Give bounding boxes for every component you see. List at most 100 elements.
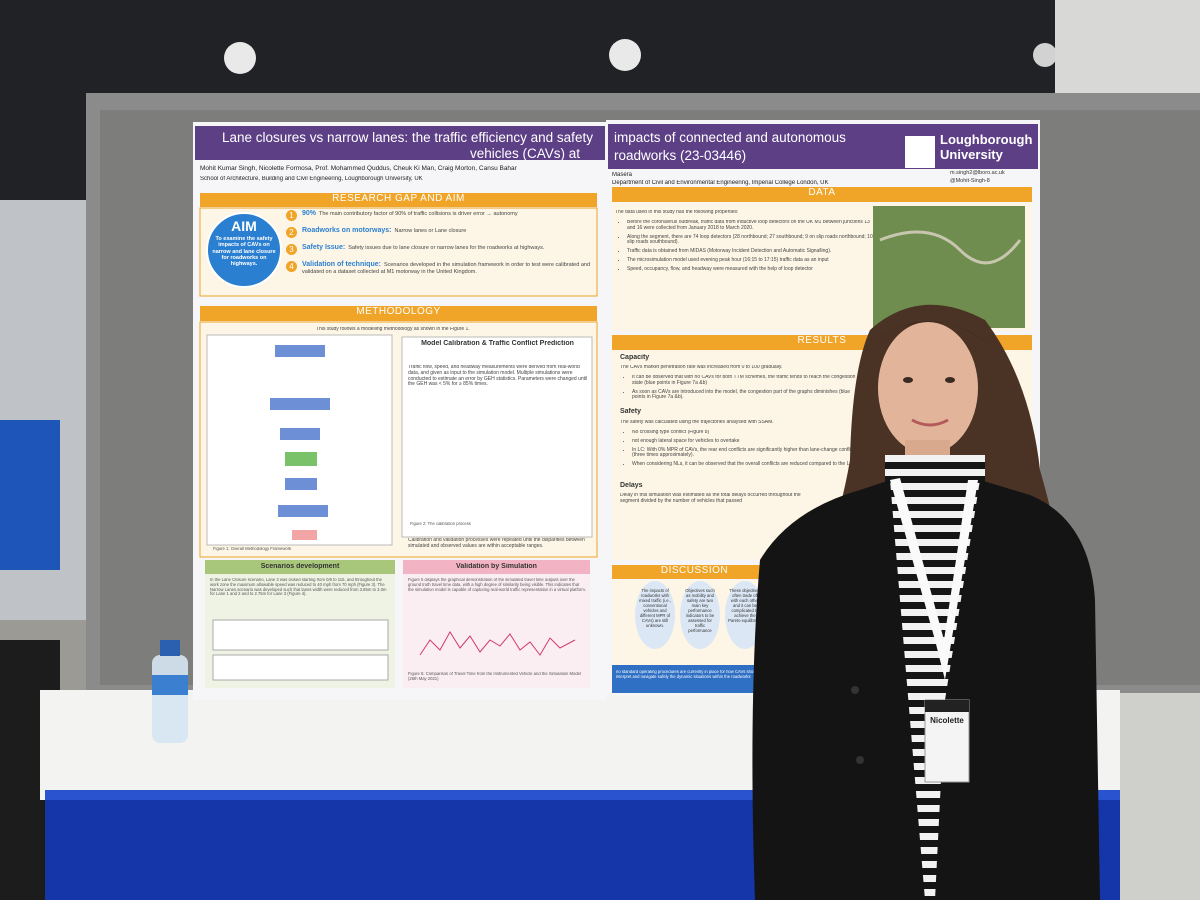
- face: [878, 322, 978, 454]
- item-body: Validation of technique: Scenarios develo…: [302, 261, 594, 275]
- item-number: 2: [286, 227, 297, 238]
- poster-title: impacts of connected and autonomous: [614, 130, 846, 145]
- item-text: Narrow lanes or Lane closure: [394, 228, 467, 234]
- sub-header: [205, 560, 395, 574]
- paragraph: Traffic flow, speed, and headway measure…: [408, 365, 588, 388]
- button: [851, 686, 859, 694]
- header-band: [195, 126, 605, 160]
- figure-caption: Figure 5: Comparison of Travel Time from…: [408, 672, 581, 681]
- item-body: 90% The main contributory factor of 90% o…: [302, 210, 518, 218]
- bullet: Traffic data is obtained from MIDAS (Mot…: [627, 248, 877, 255]
- affiliation: School of Architecture, Building and Civ…: [200, 176, 423, 182]
- discussion-text: Objectives such as mobility and safety a…: [685, 588, 715, 633]
- sub-header: [403, 560, 590, 574]
- mouth: [911, 418, 949, 427]
- gap-item: 2 Roadworks on motorways: Narrow lanes or …: [286, 227, 594, 238]
- safety-list: No crossing type conflict (Figure 8) not …: [623, 430, 862, 471]
- discussion-oval: [680, 581, 720, 649]
- bullet: Speed, occupancy, flow, and headway were…: [627, 266, 877, 273]
- university-crest: [905, 136, 935, 168]
- aim-title: AIM: [231, 218, 257, 234]
- paragraph: Figure 5 displays the graphical demonstr…: [408, 578, 586, 592]
- button: [856, 756, 864, 764]
- item-number: 1: [286, 210, 297, 221]
- item-body: Roadworks on motorways: Narrow lanes or L…: [302, 227, 466, 235]
- poster-title: roadworks (23-03446): [614, 148, 747, 163]
- ceiling-light: [609, 39, 641, 71]
- discussion-oval: [725, 581, 765, 649]
- eye: [945, 377, 955, 383]
- blazer-right: [935, 480, 1100, 900]
- flow-box: [280, 428, 320, 440]
- bullet: It can be observed that with no CAVs for…: [632, 375, 862, 387]
- item-head: 90%: [302, 210, 317, 217]
- data-list: Before the coronavirus outbreak, traffic…: [618, 220, 877, 275]
- section-box: [403, 560, 590, 688]
- paragraph: The CAVs market penetration rate was inc…: [620, 365, 783, 370]
- contacts: m.singh2@lboro.ac.uk @Mohit-Singh-8: [950, 170, 1035, 187]
- intro: The data used in this study has the foll…: [615, 210, 739, 215]
- sub-heading: Validation by Simulation: [456, 563, 537, 570]
- bullet: not enough lateral space for vehicles to…: [632, 438, 862, 445]
- gap-item: 1 90% The main contributory factor of 90% …: [286, 210, 594, 221]
- sub-heading: Model Calibration & Traffic Conflict Pre…: [421, 340, 574, 347]
- discussion-footer: [612, 665, 777, 693]
- distant-table: [0, 420, 60, 570]
- figure-caption: Figure 1: Overall Methodology Framework: [213, 547, 292, 551]
- flow-box: [278, 505, 328, 517]
- item-number: 4: [286, 261, 297, 272]
- intro: This study follows a modelling methodolo…: [316, 327, 470, 332]
- poster-title: vehicles (CAVs) at: [470, 146, 581, 161]
- discussion-text: The impacts of roadworks with mixed traf…: [639, 588, 671, 628]
- discussion-footer-text: no standard operating procedures are cur…: [616, 670, 759, 679]
- item-head: Safety Issue:: [302, 244, 346, 251]
- bullet: The microsimulation model used evening p…: [627, 257, 877, 264]
- aim-text: To examine the safety impacts of CAVs on…: [212, 236, 276, 268]
- figure-frame: [401, 336, 593, 538]
- discussion-text: These objectives often trade off with ea…: [728, 588, 762, 623]
- flow-box: [275, 345, 325, 357]
- item-text: Safety issues due to lane closure or nar…: [348, 245, 545, 251]
- item-body: Safety Issue: Safety issues due to lane c…: [302, 244, 544, 252]
- map-road: [879, 230, 1022, 265]
- paragraph: The safety was calculated using the traj…: [620, 420, 774, 425]
- flow-box: [285, 478, 317, 490]
- ceiling-light: [1033, 43, 1057, 67]
- lane-diagram: [212, 619, 389, 651]
- contact: @Mohit-Singh-8: [950, 178, 990, 185]
- gap-list: 1 90% The main contributory factor of 90% …: [286, 210, 594, 295]
- ceiling-light: [224, 42, 256, 74]
- item-head: Roadworks on motorways:: [302, 227, 392, 234]
- sub-heading: Safety: [620, 408, 642, 415]
- aim-circle: [206, 212, 282, 288]
- wall: [1055, 0, 1200, 95]
- section-heading: DISCUSSION: [612, 565, 777, 579]
- lane-diagram: [212, 654, 389, 681]
- section-heading: RESEARCH GAP AND AIM: [200, 193, 597, 207]
- flow-box: [292, 530, 317, 540]
- bullet: No crossing type conflict (Figure 8): [632, 430, 862, 436]
- bottle-label: [152, 675, 188, 695]
- gap-item: 3 Safety Issue: Safety issues due to lane …: [286, 244, 594, 255]
- validation-plot: [419, 631, 576, 656]
- bullet: When considering NLs, it can be observed…: [632, 461, 862, 468]
- bullet: Along the segment, there are 74 loop det…: [627, 234, 877, 247]
- header-band: [608, 124, 1038, 169]
- sub-heading: Scenarios development: [260, 563, 340, 570]
- university-name: Loughborough University: [940, 133, 1033, 162]
- item-number: 3: [286, 244, 297, 255]
- item-text: Scenarios developed in the simulation fr…: [302, 262, 591, 276]
- bullet: As soon as CAVs are introduced into the …: [632, 389, 862, 402]
- paragraph: Delay in this simulation was estimated a…: [620, 493, 801, 504]
- blazer-left: [752, 480, 925, 900]
- item-text: The main contributory factor of 90% of t…: [319, 211, 518, 217]
- contact: m.singh2@lboro.ac.uk: [950, 170, 1005, 176]
- flow-box: [285, 452, 317, 466]
- badge-name: Nicolette: [930, 716, 964, 725]
- sub-heading: Delays: [620, 482, 643, 489]
- section-heading: METHODOLOGY: [200, 306, 597, 321]
- capacity-list: It can be observed that with no CAVs for…: [623, 375, 862, 404]
- bullet: In LC: With 0% MPR of CAVs, the rear end…: [632, 447, 862, 460]
